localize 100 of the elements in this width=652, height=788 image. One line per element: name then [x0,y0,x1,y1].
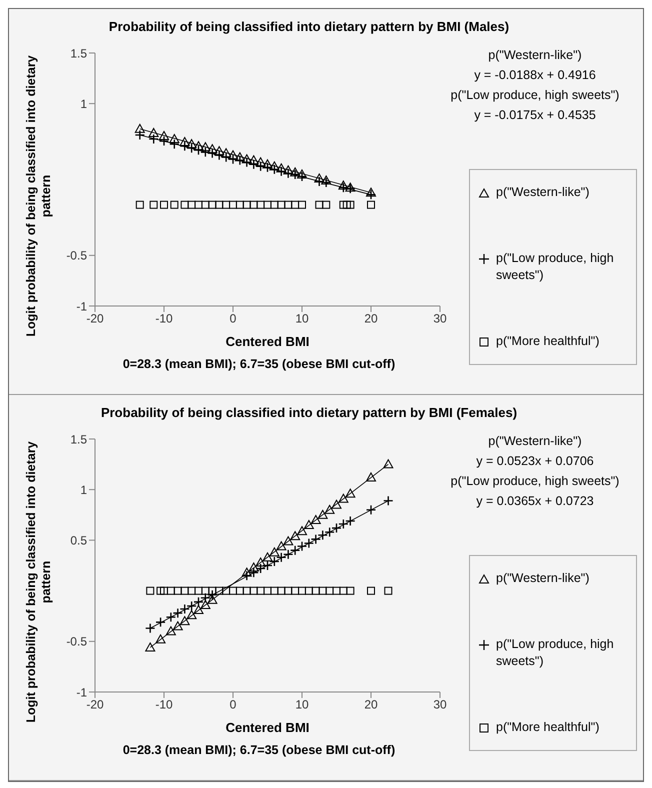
point [248,159,259,170]
point [200,147,211,158]
point [284,586,292,595]
legend-label: p("Western-like") [496,184,590,201]
point [291,586,300,595]
point [332,586,340,595]
x-tick-label: 20 [364,312,378,326]
text: p("Western-like") [487,433,583,450]
point [228,150,238,160]
legend-label: p("Western-like") [496,570,590,587]
point [264,586,272,595]
point [150,200,158,209]
point [200,600,210,609]
point [169,138,180,150]
point [207,594,218,604]
point [242,157,252,168]
point [166,612,176,622]
point [304,538,314,548]
point [283,536,294,546]
point [170,200,178,209]
point [384,586,392,595]
point [321,176,332,185]
point [366,472,376,482]
point [383,459,394,468]
point [297,169,307,178]
x-tick-label: -20 [86,312,104,326]
y-tick-label: 0.5 [70,533,88,548]
text: 0=28.3 (mean BMI); 6.7=35 (obese BMI cut-off) [122,743,396,757]
point [180,200,189,209]
point [228,154,238,164]
point [148,134,159,144]
point [180,140,190,152]
point [155,617,166,628]
point [222,200,230,209]
point [221,148,232,158]
point [367,586,375,595]
point [318,586,327,595]
text: y = 0.0523x + 0.0706 [475,453,595,470]
point [166,626,176,636]
point [201,200,210,209]
point [180,604,190,614]
legend-label: p("Low produce, high sweets") [496,636,615,670]
point [256,586,265,595]
point [310,514,321,524]
point [283,168,294,179]
point [346,586,354,595]
point [180,137,190,146]
point [229,586,237,595]
point [248,562,259,572]
point [145,623,156,634]
point [269,161,280,170]
point [314,173,324,182]
point [321,177,332,188]
point [134,124,145,133]
text: p("Low produce, high sweets") [450,87,620,104]
point [322,200,330,209]
point [136,200,144,209]
point [290,545,300,556]
point [207,144,218,154]
point [297,526,307,536]
point [290,169,300,180]
point [262,159,272,168]
point [338,494,348,503]
point [160,200,168,209]
text: y = 0.0365x + 0.0723 [475,493,595,510]
point [276,163,286,172]
point [318,530,328,540]
point [339,586,348,595]
y-axis-title: Logit probability of being classified into dietary pattern [23,54,54,339]
x-axis-title: Centered BMI [226,334,310,349]
point [242,586,251,595]
x-tick-label: 10 [295,698,309,712]
point [315,200,324,209]
point [262,560,273,571]
legend-label: p("Low produce, high sweets") [496,250,615,284]
point [338,518,349,530]
point [296,171,308,182]
point [345,488,356,498]
point [194,200,202,209]
point [158,136,170,146]
point [324,526,335,538]
point [367,200,375,209]
chart-title: Probability of being classified into dietary pattern by BMI (Females) [100,404,518,420]
point [186,600,197,612]
point [236,586,244,595]
point [194,141,204,150]
point [284,200,292,209]
point [156,586,165,595]
point [160,586,168,595]
point [338,180,348,190]
point [242,200,251,209]
point [186,610,197,620]
point [188,586,196,595]
point [269,547,280,556]
point [214,146,224,156]
point [172,608,183,618]
x-tick-label: 30 [433,312,447,326]
legend-label: p("More healthful") [496,333,600,350]
point [277,200,286,209]
point [215,586,224,595]
